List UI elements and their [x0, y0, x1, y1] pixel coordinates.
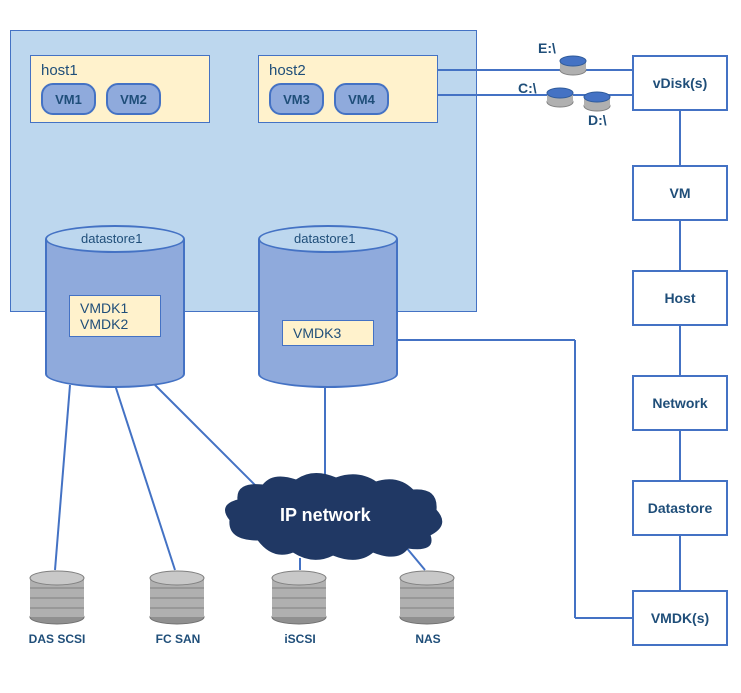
- vm4: VM4: [334, 83, 389, 115]
- hier-vm: VM: [632, 165, 728, 221]
- vmdk-box-1: VMDK1 VMDK2: [69, 295, 161, 337]
- storage-iscsi-icon: [270, 570, 328, 625]
- host2-label: host2: [269, 62, 427, 79]
- small-disk-e: [558, 54, 588, 76]
- vm1: VM1: [41, 83, 96, 115]
- vmdk-box-2: VMDK3: [282, 320, 374, 346]
- vmdk2: VMDK2: [80, 316, 150, 332]
- storage-das-icon: [28, 570, 86, 625]
- small-disk-c: [545, 86, 575, 108]
- vmdk3: VMDK3: [293, 325, 363, 341]
- host1-label: host1: [41, 62, 199, 79]
- vm3: VM3: [269, 83, 324, 115]
- host2-box: host2 VM3 VM4: [258, 55, 438, 123]
- hier-datastore: Datastore: [632, 480, 728, 536]
- host1-box: host1 VM1 VM2: [30, 55, 210, 123]
- small-disk-d: [582, 90, 612, 112]
- cloud-label: IP network: [280, 505, 371, 526]
- drive-c-label: C:\: [518, 80, 537, 96]
- datastore2-cylinder: datastore1 VMDK3: [258, 225, 398, 385]
- storage-iscsi-label: iSCSI: [275, 632, 325, 646]
- datastore1-label: datastore1: [81, 231, 142, 246]
- storage-nas-icon: [398, 570, 456, 625]
- drive-d-label: D:\: [588, 112, 607, 128]
- storage-das-label: DAS SCSI: [22, 632, 92, 646]
- storage-nas-label: NAS: [408, 632, 448, 646]
- datastore2-label: datastore1: [294, 231, 355, 246]
- hier-vdisks: vDisk(s): [632, 55, 728, 111]
- drive-e-label: E:\: [538, 40, 556, 56]
- hier-network: Network: [632, 375, 728, 431]
- vm2: VM2: [106, 83, 161, 115]
- storage-fcsan-label: FC SAN: [148, 632, 208, 646]
- hier-host: Host: [632, 270, 728, 326]
- storage-fcsan-icon: [148, 570, 206, 625]
- datastore1-cylinder: datastore1 VMDK1 VMDK2: [45, 225, 185, 385]
- vmdk1: VMDK1: [80, 300, 150, 316]
- hier-vmdks: VMDK(s): [632, 590, 728, 646]
